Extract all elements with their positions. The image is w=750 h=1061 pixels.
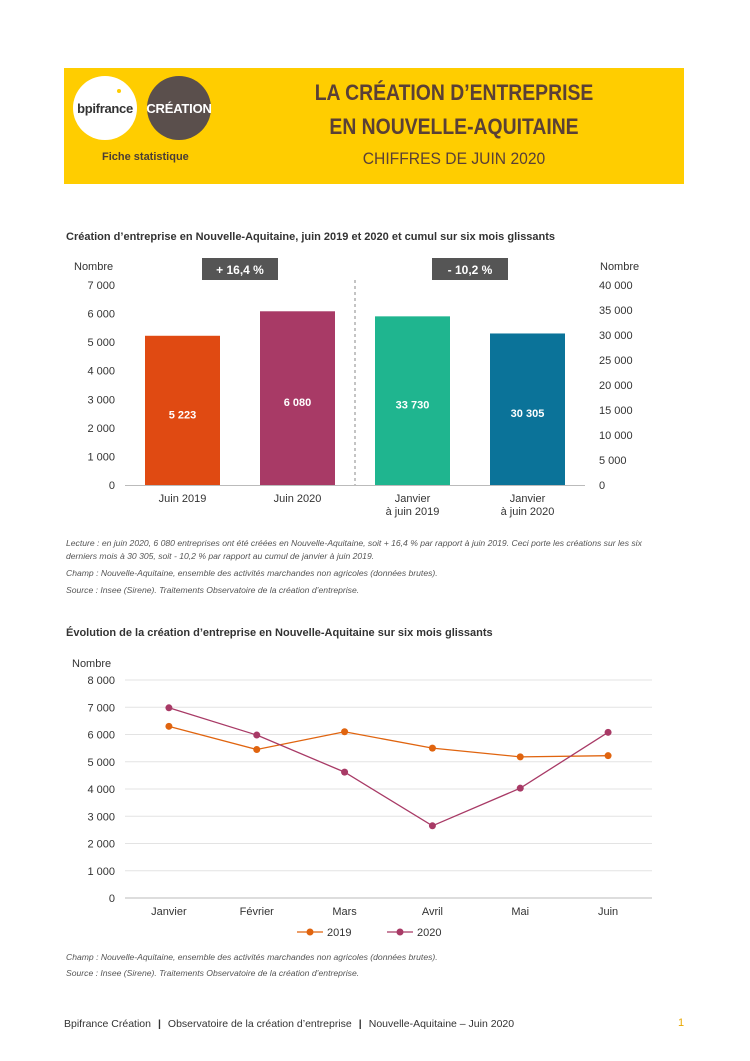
change-badge-label: + 16,4 % (216, 263, 264, 277)
x-tick-label: Février (240, 906, 275, 918)
page-title-line2: EN NOUVELLE-AQUITAINE (329, 114, 579, 139)
footer: Bpifrance Création | Observatoire de la cr… (64, 1018, 514, 1030)
right-axis-label: Nombre (600, 261, 639, 273)
y-tick-label: 5 000 (87, 757, 115, 769)
y-tick-label: 0 (109, 893, 115, 905)
chart1-title: Création d’entreprise en Nouvelle-Aquita… (66, 231, 556, 243)
x-tick-label: Mai (511, 906, 529, 918)
footer-separator: | (157, 1018, 161, 1030)
left-tick-label: 0 (109, 480, 115, 492)
data-point-2019 (604, 752, 612, 760)
y-tick-label: 2 000 (87, 839, 115, 851)
category-label: à juin 2019 (386, 506, 440, 518)
chart1-champ: Champ : Nouvelle-Aquitaine, ensemble des… (66, 568, 438, 578)
legend-label: 2019 (327, 927, 351, 939)
x-tick-label: Janvier (151, 906, 187, 918)
y-tick-label: 4 000 (87, 784, 115, 796)
footer-separator: | (358, 1018, 362, 1030)
left-tick-label: 3 000 (87, 394, 115, 406)
left-tick-label: 4 000 (87, 366, 115, 378)
category-label: Janvier (510, 493, 546, 505)
y-tick-label: 1 000 (87, 866, 115, 878)
bar (375, 316, 450, 485)
left-tick-label: 1 000 (87, 451, 115, 463)
change-badge (432, 258, 508, 280)
right-tick-label: 20 000 (599, 380, 633, 392)
y-tick-label: 6 000 (87, 730, 115, 742)
bpifrance-logo: bpifrance (73, 76, 137, 140)
left-tick-label: 6 000 (87, 309, 115, 321)
data-point-2019 (516, 753, 524, 761)
right-tick-label: 40 000 (599, 280, 633, 292)
x-tick-label: Juin (598, 906, 618, 918)
x-tick-label: Avril (422, 906, 443, 918)
left-axis-label: Nombre (74, 261, 113, 273)
right-tick-label: 0 (599, 480, 605, 492)
page-title-line1: LA CRÉATION D’ENTREPRISE (314, 80, 594, 105)
footer-region-date: Nouvelle-Aquitaine – Juin 2020 (368, 1018, 515, 1030)
chart1-source: Source : Insee (Sirene). Traitements Obs… (66, 585, 360, 595)
right-tick-label: 35 000 (599, 305, 633, 317)
chart2-champ: Champ : Nouvelle-Aquitaine, ensemble des… (66, 952, 438, 962)
creation-logo: CRÉATION (146, 76, 212, 140)
bpifrance-logo-text: bpifrance (77, 100, 133, 116)
data-point-2020 (604, 728, 612, 736)
logo-dot-icon (117, 89, 121, 93)
data-point-2020 (516, 784, 524, 792)
page-subtitle: CHIFFRES DE JUIN 2020 (362, 149, 546, 168)
data-point-2019 (341, 728, 349, 736)
bar-value-label: 30 305 (511, 408, 545, 420)
legend-marker (396, 928, 404, 936)
data-point-2020 (253, 731, 261, 739)
fiche-label: Fiche statistique (102, 151, 189, 163)
change-badge (202, 258, 278, 280)
data-point-2019 (428, 744, 436, 752)
y-tick-label: 3 000 (87, 811, 115, 823)
line-chart: Nombre 0 1 000 2 000 3 000 4 000 5 000 6 000 7 0… (72, 658, 652, 939)
y-axis-label: Nombre (72, 658, 111, 670)
series-line-2019 (168, 725, 609, 758)
y-tick-label: 7 000 (87, 702, 115, 714)
bar-value-label: 33 730 (396, 400, 430, 412)
series-line-2020 (168, 707, 609, 827)
right-tick-label: 10 000 (599, 430, 633, 442)
bar (260, 311, 335, 485)
bar (145, 335, 220, 485)
bar-value-label: 6 080 (284, 397, 312, 409)
data-point-2019 (165, 722, 173, 730)
right-tick-label: 25 000 (599, 355, 633, 367)
creation-logo-text: CRÉATION (146, 100, 212, 116)
right-tick-label: 30 000 (599, 330, 633, 342)
category-label: Juin 2019 (159, 493, 207, 505)
chart2-source: Source : Insee (Sirene). Traitements Obs… (66, 968, 360, 978)
change-badge-label: - 10,2 % (448, 263, 493, 277)
data-point-2020 (341, 768, 349, 776)
right-tick-label: 5 000 (599, 455, 627, 467)
bar-value-label: 5 223 (169, 409, 197, 421)
data-point-2019 (253, 745, 261, 753)
header-banner: bpifrance CRÉATION Fiche statistique LA … (64, 68, 684, 184)
legend-marker (306, 928, 314, 936)
category-label: Juin 2020 (274, 493, 322, 505)
x-tick-label: Mars (332, 906, 357, 918)
legend-label: 2020 (417, 927, 441, 939)
bar (490, 333, 565, 485)
data-point-2020 (165, 704, 173, 712)
data-point-2020 (428, 822, 436, 830)
category-label: Janvier (395, 493, 431, 505)
footer-observatoire: Observatoire de la création d’entreprise (167, 1018, 352, 1030)
y-tick-label: 8 000 (87, 675, 115, 687)
chart2-title: Évolution de la création d’entreprise en… (66, 627, 493, 639)
right-tick-label: 15 000 (599, 405, 633, 417)
left-tick-label: 2 000 (87, 423, 115, 435)
bar-chart: Nombre Nombre 0 1 000 2 000 3 000 4 000 5 000 6 … (74, 258, 639, 518)
left-tick-label: 7 000 (87, 280, 115, 292)
chart1-lecture: Lecture : en juin 2020, 6 080 entreprise… (66, 538, 642, 561)
page-number: 1 (678, 1017, 685, 1029)
category-label: à juin 2020 (501, 506, 555, 518)
footer-org: Bpifrance Création (64, 1018, 151, 1030)
left-tick-label: 5 000 (87, 337, 115, 349)
